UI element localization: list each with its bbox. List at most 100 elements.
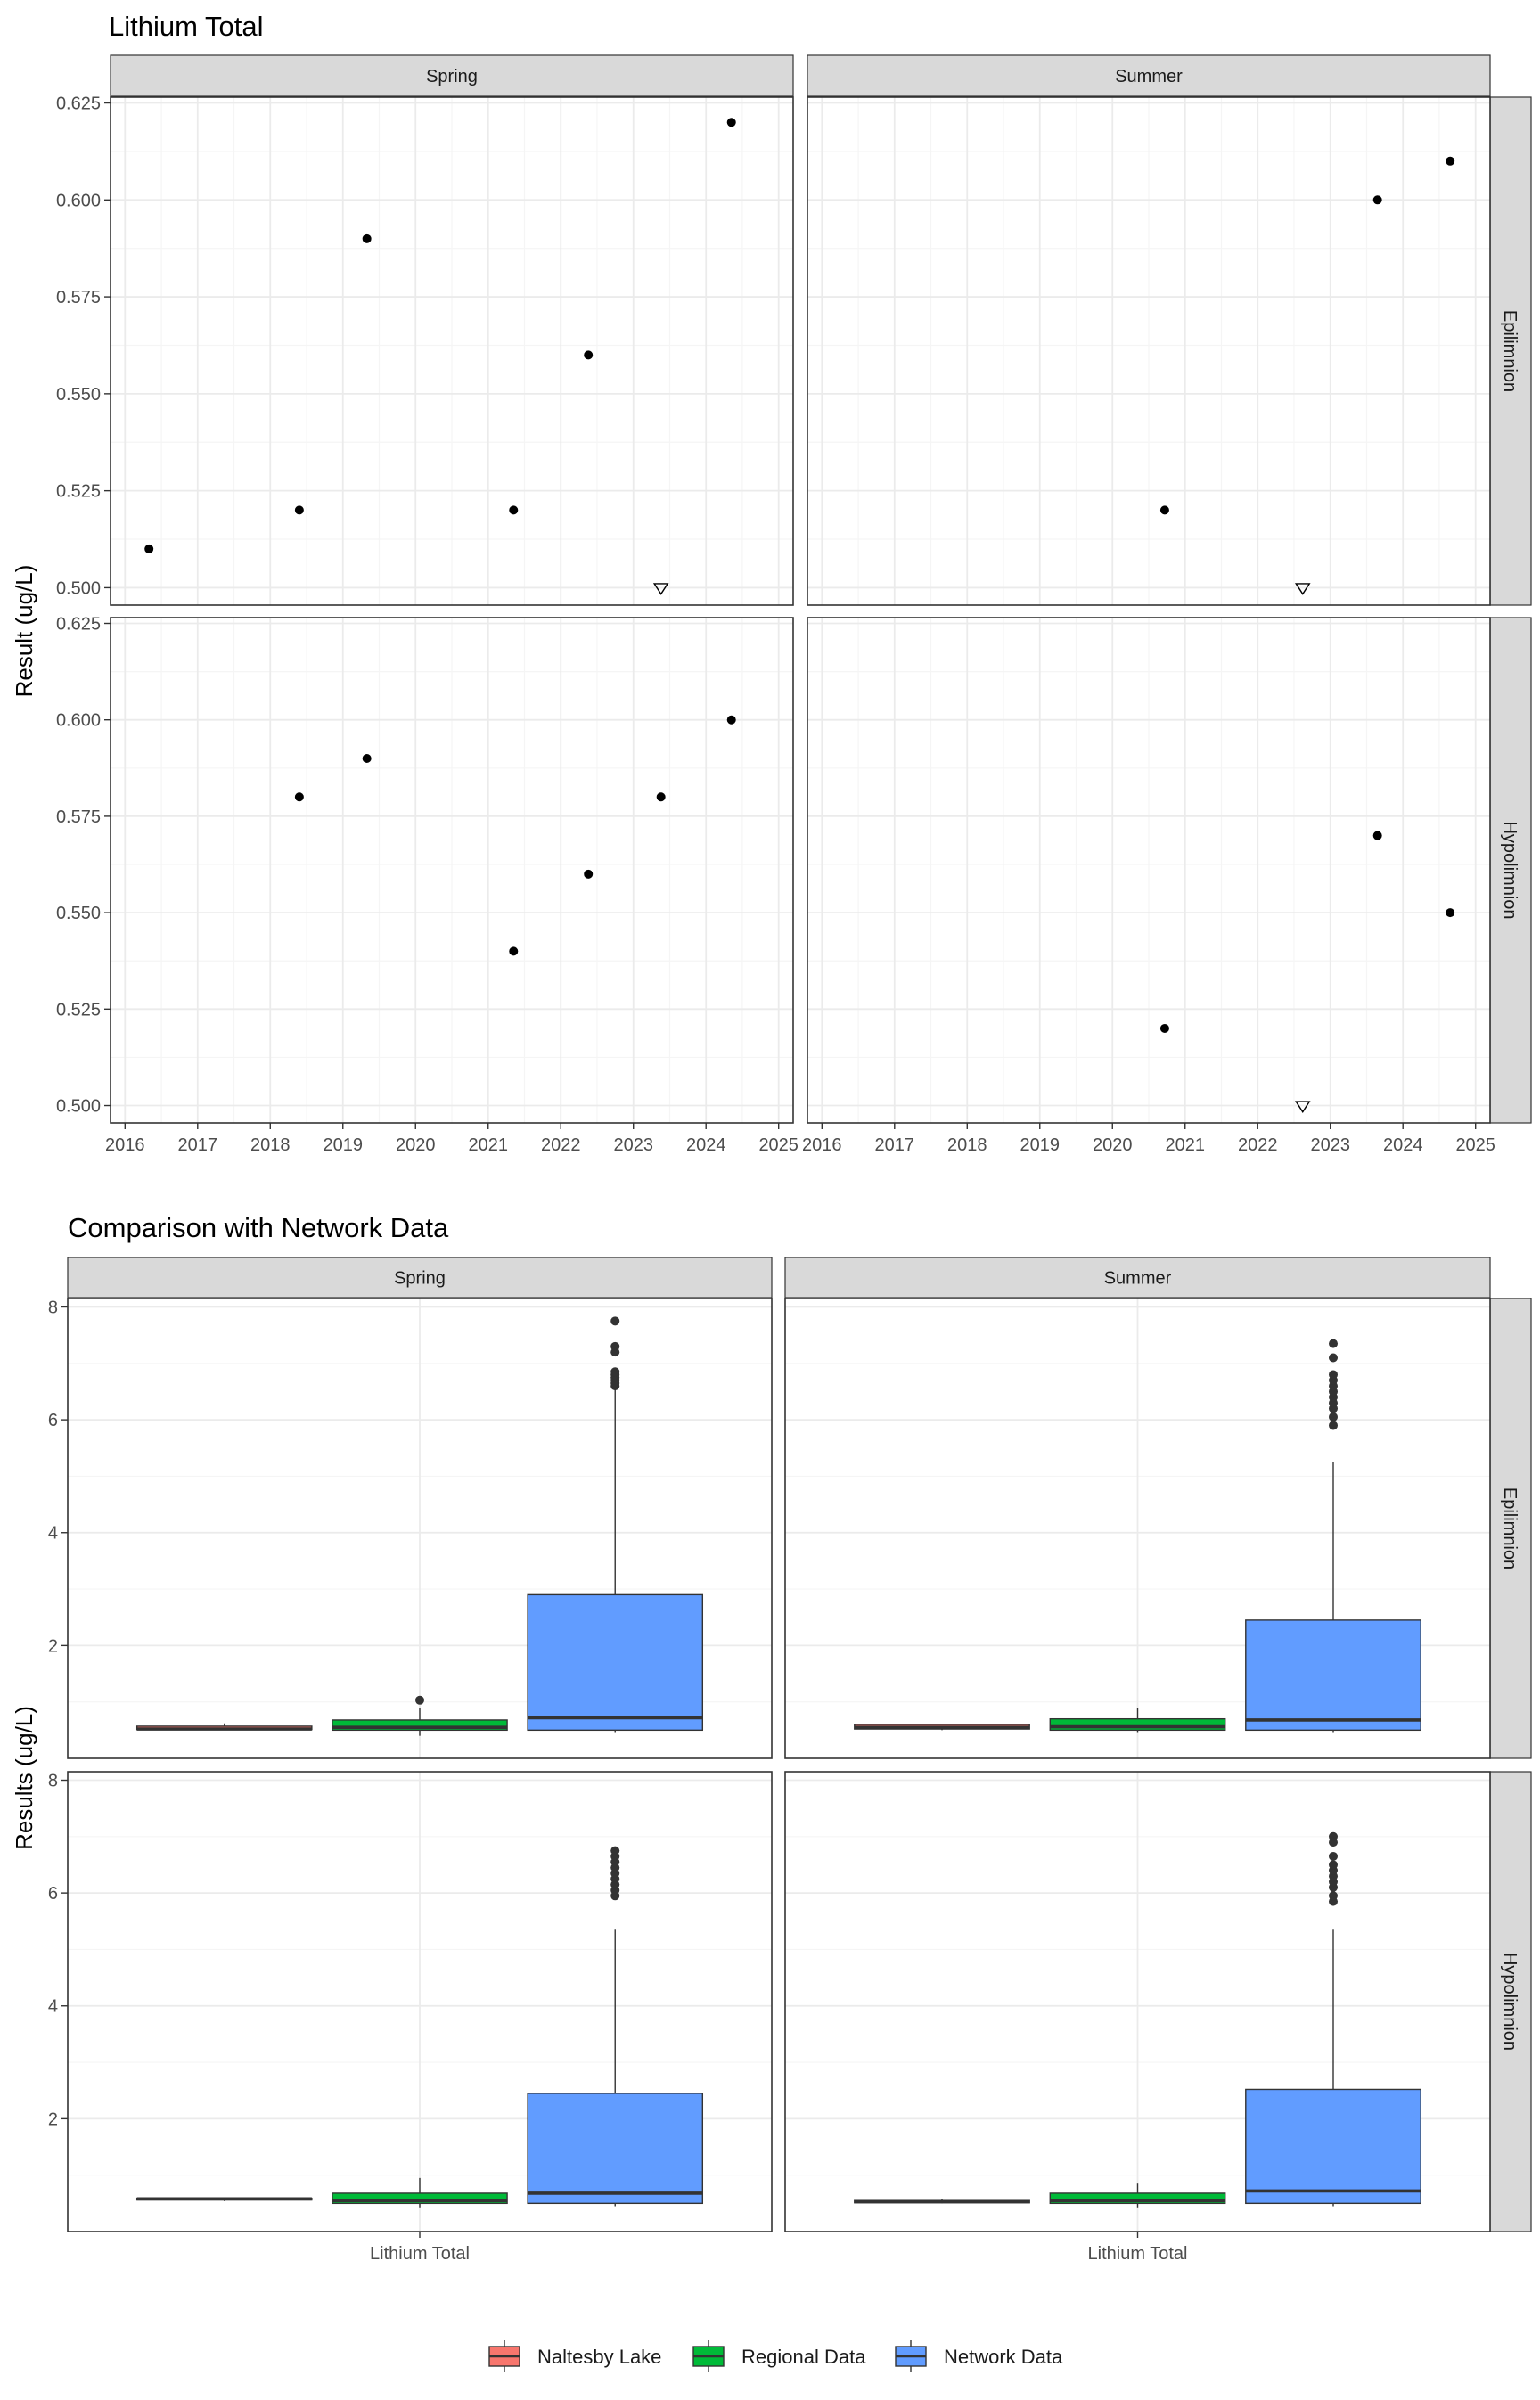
scatter-panel-summer-epilimnion bbox=[807, 96, 1491, 606]
y-tick-label: 0.550 bbox=[56, 904, 101, 923]
y-tick-label: 8 bbox=[48, 1298, 58, 1317]
scatter-panel-spring-epilimnion: 0.500 0.525 0.550 0.575 0.600 0.625 bbox=[56, 94, 794, 606]
x-tick-label: 2025 bbox=[1455, 1135, 1495, 1155]
box-body bbox=[1245, 1619, 1421, 1732]
scatter-strip-summer bbox=[807, 54, 1491, 97]
outlier-point bbox=[610, 1316, 620, 1326]
y-tick-label: 0.575 bbox=[56, 807, 101, 827]
box-body bbox=[1049, 2192, 1226, 2205]
x-tick-label: 2020 bbox=[1093, 1135, 1133, 1155]
scatter-strip-label-hypolimnion: Hypolimnion bbox=[1500, 821, 1520, 919]
x-tick-label: 2021 bbox=[1165, 1135, 1205, 1155]
x-tick-label: 2018 bbox=[250, 1135, 291, 1155]
data-point bbox=[362, 233, 372, 243]
box-body bbox=[1245, 2088, 1421, 2205]
data-point bbox=[1446, 156, 1455, 166]
y-tick-label: 0.575 bbox=[56, 288, 101, 307]
y-tick-label: 0.500 bbox=[56, 578, 101, 598]
legend-item-regional-data: Regional Data bbox=[692, 2340, 866, 2372]
y-tick-label: 4 bbox=[48, 1524, 58, 1544]
box-body bbox=[332, 2192, 508, 2205]
x-tick-label: 2020 bbox=[396, 1135, 436, 1155]
box-panel-spring-hypolimnion: 2 4 6 8 Lithium Total bbox=[48, 1771, 773, 2264]
scatter-strip-label-summer: Summer bbox=[1115, 67, 1183, 86]
box-naltesby-lake bbox=[854, 1724, 1030, 1731]
panel-border bbox=[110, 617, 794, 1124]
panel-border bbox=[807, 617, 1491, 1124]
box-regional-data bbox=[1049, 2183, 1226, 2208]
outlier-point bbox=[415, 1695, 424, 1705]
outlier-point bbox=[1329, 1831, 1339, 1841]
panel-border bbox=[784, 1298, 1491, 1759]
data-point-below-detection bbox=[1294, 583, 1311, 595]
box-body bbox=[527, 1593, 704, 1732]
panel-border bbox=[110, 96, 794, 606]
panel-border bbox=[67, 1298, 773, 1759]
legend-item-naltesby-lake: Naltesby Lake bbox=[488, 2340, 661, 2372]
data-point bbox=[1372, 831, 1382, 840]
box-network-data bbox=[1245, 1339, 1421, 1733]
x-tick-label: 2021 bbox=[468, 1135, 508, 1155]
outlier-point bbox=[1329, 1353, 1339, 1363]
outlier-point bbox=[610, 1367, 620, 1377]
outlier-point bbox=[1329, 1339, 1339, 1348]
data-point bbox=[509, 505, 519, 515]
x-tick-label: 2023 bbox=[613, 1135, 653, 1155]
boxplot-chart: Comparison with Network Data Results (ug… bbox=[11, 1212, 1532, 2372]
x-tick-label: 2023 bbox=[1310, 1135, 1350, 1155]
box-naltesby-lake bbox=[135, 1723, 313, 1731]
x-tick-label: Lithium Total bbox=[370, 2244, 470, 2264]
y-tick-label: 0.550 bbox=[56, 385, 101, 405]
box-body bbox=[332, 1719, 508, 1732]
data-point bbox=[1372, 195, 1382, 205]
box-strip-label-epilimnion: Epilimnion bbox=[1500, 1487, 1520, 1569]
y-tick-label: 0.500 bbox=[56, 1097, 101, 1117]
y-tick-label: 0.525 bbox=[56, 1000, 101, 1020]
outlier-point bbox=[1329, 1370, 1339, 1380]
scatter-panel-summer-hypolimnion: 2016 2017 2018 2019 2020 2021 2022 2023 2024 2025 bbox=[802, 617, 1495, 1155]
x-tick-label: 2024 bbox=[1383, 1135, 1423, 1155]
data-point bbox=[362, 753, 372, 763]
data-point bbox=[584, 350, 594, 360]
box-panel-summer-hypolimnion: Lithium Total bbox=[784, 1771, 1491, 2264]
scatter-strip-hypolimnion bbox=[1489, 617, 1532, 1124]
data-point bbox=[1446, 908, 1455, 918]
box-strip-label-spring: Spring bbox=[394, 1269, 446, 1289]
legend-label: Network Data bbox=[944, 2346, 1063, 2368]
y-tick-label: 8 bbox=[48, 1771, 58, 1790]
data-point bbox=[656, 792, 666, 802]
x-tick-label: 2019 bbox=[1020, 1135, 1061, 1155]
scatter-strip-label-spring: Spring bbox=[426, 67, 478, 86]
x-tick-label: 2025 bbox=[758, 1135, 799, 1155]
box-network-data bbox=[1245, 1831, 1421, 2207]
box-naltesby-lake bbox=[854, 2199, 1030, 2204]
data-point-below-detection bbox=[652, 583, 669, 595]
outlier-point bbox=[1329, 1421, 1339, 1430]
y-tick-label: 0.525 bbox=[56, 482, 101, 502]
x-tick-label: 2019 bbox=[324, 1135, 364, 1155]
data-point bbox=[294, 505, 304, 515]
outlier-point bbox=[1329, 1851, 1339, 1861]
data-point bbox=[294, 792, 304, 802]
box-regional-data bbox=[1049, 1708, 1226, 1733]
outlier-point bbox=[610, 1341, 620, 1351]
x-tick-label: 2018 bbox=[947, 1135, 987, 1155]
data-point bbox=[1159, 505, 1169, 515]
scatter-strip-label-epilimnion: Epilimnion bbox=[1500, 310, 1520, 392]
x-tick-label: 2017 bbox=[875, 1135, 915, 1155]
legend: Naltesby Lake Regional Data Network Data bbox=[488, 2340, 1063, 2372]
box-strip-spring bbox=[67, 1257, 773, 1298]
x-tick-label: 2017 bbox=[178, 1135, 218, 1155]
box-network-data bbox=[527, 1316, 704, 1733]
box-strip-label-hypolimnion: Hypolimnion bbox=[1500, 1953, 1520, 2051]
y-tick-label: 0.625 bbox=[56, 94, 101, 114]
box-strip-summer bbox=[784, 1257, 1491, 1298]
data-point bbox=[144, 544, 154, 553]
box-panel-spring-epilimnion: 2 4 6 8 bbox=[48, 1298, 773, 1759]
boxplot-chart-title: Comparison with Network Data bbox=[68, 1212, 449, 1243]
data-point bbox=[726, 715, 736, 725]
box-panel-summer-epilimnion bbox=[784, 1298, 1491, 1759]
legend-item-network-data: Network Data bbox=[895, 2340, 1063, 2372]
panel-border bbox=[807, 96, 1491, 606]
